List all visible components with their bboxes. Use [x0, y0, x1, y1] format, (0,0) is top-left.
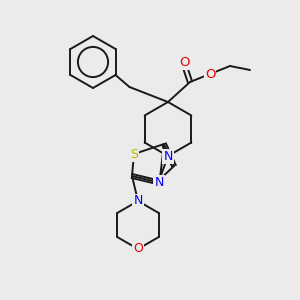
- Text: S: S: [130, 148, 138, 160]
- Text: O: O: [205, 68, 215, 80]
- Text: O: O: [179, 56, 189, 68]
- Text: O: O: [133, 242, 143, 256]
- Text: N: N: [133, 194, 143, 208]
- Text: N: N: [154, 176, 164, 188]
- Text: N: N: [163, 149, 173, 163]
